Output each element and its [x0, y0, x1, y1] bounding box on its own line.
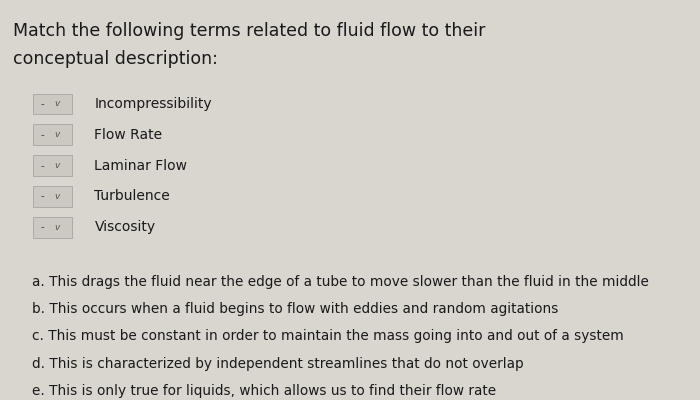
- Text: Turbulence: Turbulence: [94, 190, 170, 203]
- Text: b. This occurs when a fluid begins to flow with eddies and random agitations: b. This occurs when a fluid begins to fl…: [32, 302, 558, 316]
- Text: v: v: [55, 100, 60, 108]
- Text: Incompressibility: Incompressibility: [94, 97, 212, 111]
- Text: -: -: [41, 99, 48, 109]
- Text: v: v: [55, 130, 60, 139]
- Text: -: -: [41, 161, 48, 170]
- Text: a. This drags the fluid near the edge of a tube to move slower than the fluid in: a. This drags the fluid near the edge of…: [32, 275, 648, 289]
- Text: -: -: [41, 222, 48, 232]
- Text: -: -: [41, 130, 48, 140]
- Text: v: v: [55, 192, 60, 201]
- Text: c. This must be constant in order to maintain the mass going into and out of a s: c. This must be constant in order to mai…: [32, 330, 623, 343]
- FancyBboxPatch shape: [33, 124, 72, 145]
- FancyBboxPatch shape: [33, 217, 72, 238]
- Text: e. This is only true for liquids, which allows us to find their flow rate: e. This is only true for liquids, which …: [32, 384, 496, 398]
- Text: conceptual description:: conceptual description:: [13, 50, 218, 68]
- FancyBboxPatch shape: [33, 155, 72, 176]
- Text: Laminar Flow: Laminar Flow: [94, 159, 188, 173]
- Text: d. This is characterized by independent streamlines that do not overlap: d. This is characterized by independent …: [32, 357, 523, 370]
- Text: Viscosity: Viscosity: [94, 220, 155, 234]
- Text: v: v: [55, 161, 60, 170]
- FancyBboxPatch shape: [33, 94, 72, 114]
- Text: -: -: [41, 192, 48, 202]
- Text: v: v: [55, 223, 60, 232]
- Text: Match the following terms related to fluid flow to their: Match the following terms related to flu…: [13, 22, 485, 40]
- Text: Flow Rate: Flow Rate: [94, 128, 162, 142]
- FancyBboxPatch shape: [33, 186, 72, 207]
